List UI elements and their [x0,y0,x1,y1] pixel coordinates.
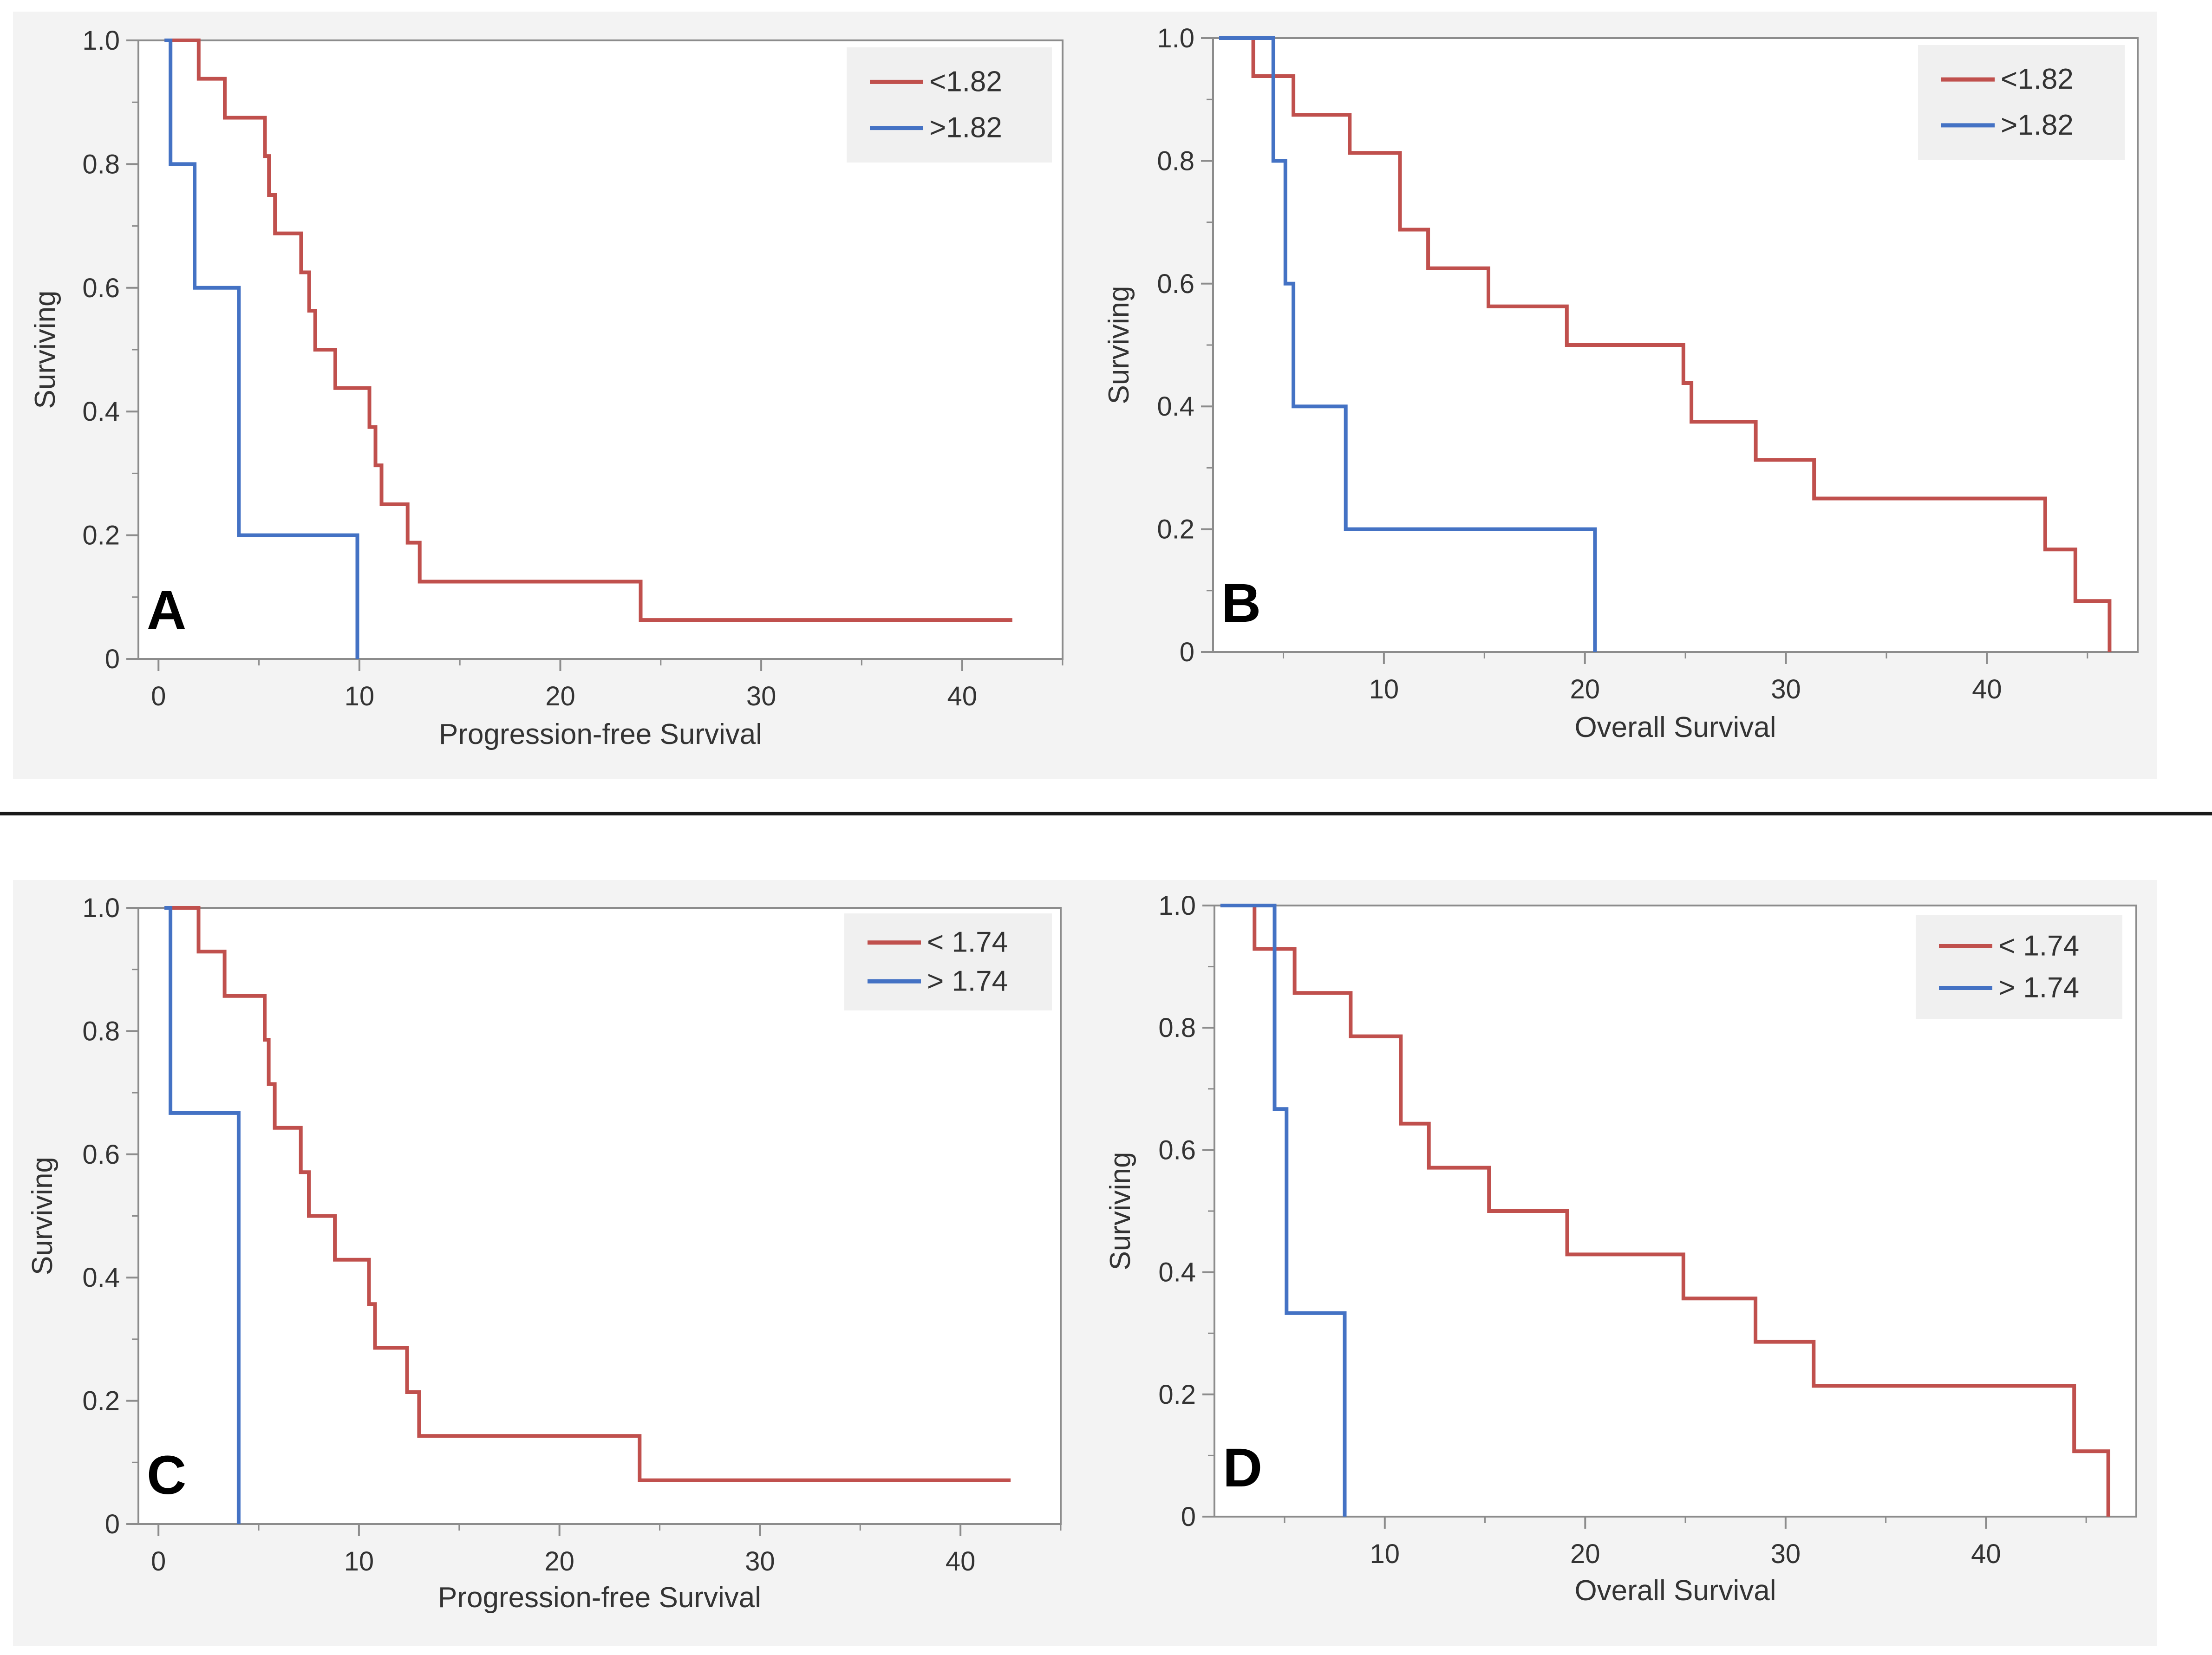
y-tick-label: 0.6 [82,1140,120,1170]
x-tick-label: 40 [947,681,977,711]
legend: <1.82 >1.82 [847,47,1052,163]
legend-label: > 1.74 [927,965,1008,997]
plot-area-c [137,907,1062,1525]
y-tick-label: 1.0 [1158,891,1196,921]
y-tick-label: 0.2 [1158,1380,1196,1410]
chart-c: 0 0.2 0.4 0.6 0.8 1.0 0 10 20 30 40 Progression-fre… [26,893,1062,1614]
legend-label: <1.82 [929,65,1002,98]
series-line-low [1220,904,2110,1517]
x-axis-label: Overall Survival [1574,711,1776,743]
chart-d: 0 0.2 0.4 0.6 0.8 1.0 10 20 30 40 Overall Survival… [1104,891,2137,1607]
x-tick-label: 0 [151,1546,166,1577]
legend-label: > 1.74 [1998,972,2079,1004]
x-axis-label: Overall Survival [1574,1575,1776,1607]
series-line-high [164,906,241,1524]
chart-a: 0 0.2 0.4 0.6 0.8 1.0 0 10 20 30 40 Progression-fre… [29,26,1064,750]
legend-label: < 1.74 [1998,930,2079,962]
y-tick-label: 0.6 [82,273,120,303]
y-axis-label: Surviving [29,291,61,409]
x-tick-label: 10 [1370,1539,1400,1569]
panel-letter: A [147,580,186,641]
legend-box [1918,45,2125,160]
x-tick-label: 0 [151,681,166,711]
x-tick-label: 10 [344,1546,374,1577]
legend: < 1.74 > 1.74 [844,913,1052,1010]
x-tick-label: 10 [1369,674,1399,704]
y-tick-label: 1.0 [82,893,120,923]
y-tick-label: 0.6 [1158,1135,1196,1165]
panel-divider [0,812,2212,815]
y-tick-label: 0.2 [82,1386,120,1416]
x-axis-label: Progression-free Survival [439,718,762,750]
series-line-high [1220,904,1347,1517]
series-line-high [1219,36,1597,652]
y-tick-label: 0.6 [1157,269,1194,299]
x-tick-label: 40 [1972,674,2002,704]
y-tick-label: 0.2 [1157,515,1194,545]
panel-letter: D [1223,1437,1262,1499]
legend-label: >1.82 [929,112,1002,144]
y-tick-label: 0.4 [1157,391,1194,422]
legend-box [844,913,1052,1010]
legend-label: >1.82 [2001,109,2074,141]
panel-letter: B [1221,573,1261,634]
y-tick-label: 0.8 [82,1016,120,1046]
y-tick-label: 0 [105,1509,120,1539]
x-tick-label: 40 [946,1546,976,1577]
legend: <1.82 >1.82 [1918,45,2125,160]
y-tick-label: 1.0 [1157,23,1194,53]
legend-box [1916,915,2122,1019]
x-tick-label: 20 [1570,674,1600,704]
x-tick-label: 20 [545,681,575,711]
legend-box [847,47,1052,163]
x-tick-label: 20 [544,1546,574,1577]
y-tick-label: 0.4 [1158,1258,1196,1288]
series-line-high [164,39,359,659]
legend-label: < 1.74 [927,926,1008,958]
y-tick-label: 0.8 [1158,1013,1196,1043]
chart-b: 0 0.2 0.4 0.6 0.8 1.0 10 20 30 40 Overall Survival… [1103,23,2139,743]
y-axis-label: Surviving [1104,1152,1136,1271]
series-line-low [1219,36,2112,652]
panel-letter: C [147,1445,186,1506]
y-tick-label: 0 [1181,1502,1196,1532]
y-tick-label: 0.4 [82,1263,120,1293]
y-tick-label: 0 [105,644,120,674]
x-tick-label: 20 [1570,1539,1600,1569]
y-tick-label: 0.4 [82,397,120,427]
series-line-low [164,906,1011,1482]
x-axis-label: Progression-free Survival [438,1582,761,1614]
x-tick-label: 10 [345,681,375,711]
x-tick-label: 30 [1771,1539,1801,1569]
y-axis-label: Surviving [26,1157,59,1275]
y-axis-label: Surviving [1103,286,1135,404]
x-tick-label: 30 [745,1546,775,1577]
x-tick-label: 30 [1771,674,1801,704]
y-tick-label: 1.0 [82,26,120,56]
y-tick-label: 0 [1180,637,1194,667]
x-tick-label: 30 [746,681,776,711]
series-line-low [164,39,1012,622]
y-tick-label: 0.8 [82,149,120,179]
y-tick-label: 0.8 [1157,146,1194,176]
x-tick-label: 40 [1971,1539,2001,1569]
y-tick-label: 0.2 [82,521,120,551]
legend: < 1.74 > 1.74 [1916,915,2122,1019]
legend-label: <1.82 [2001,63,2074,95]
